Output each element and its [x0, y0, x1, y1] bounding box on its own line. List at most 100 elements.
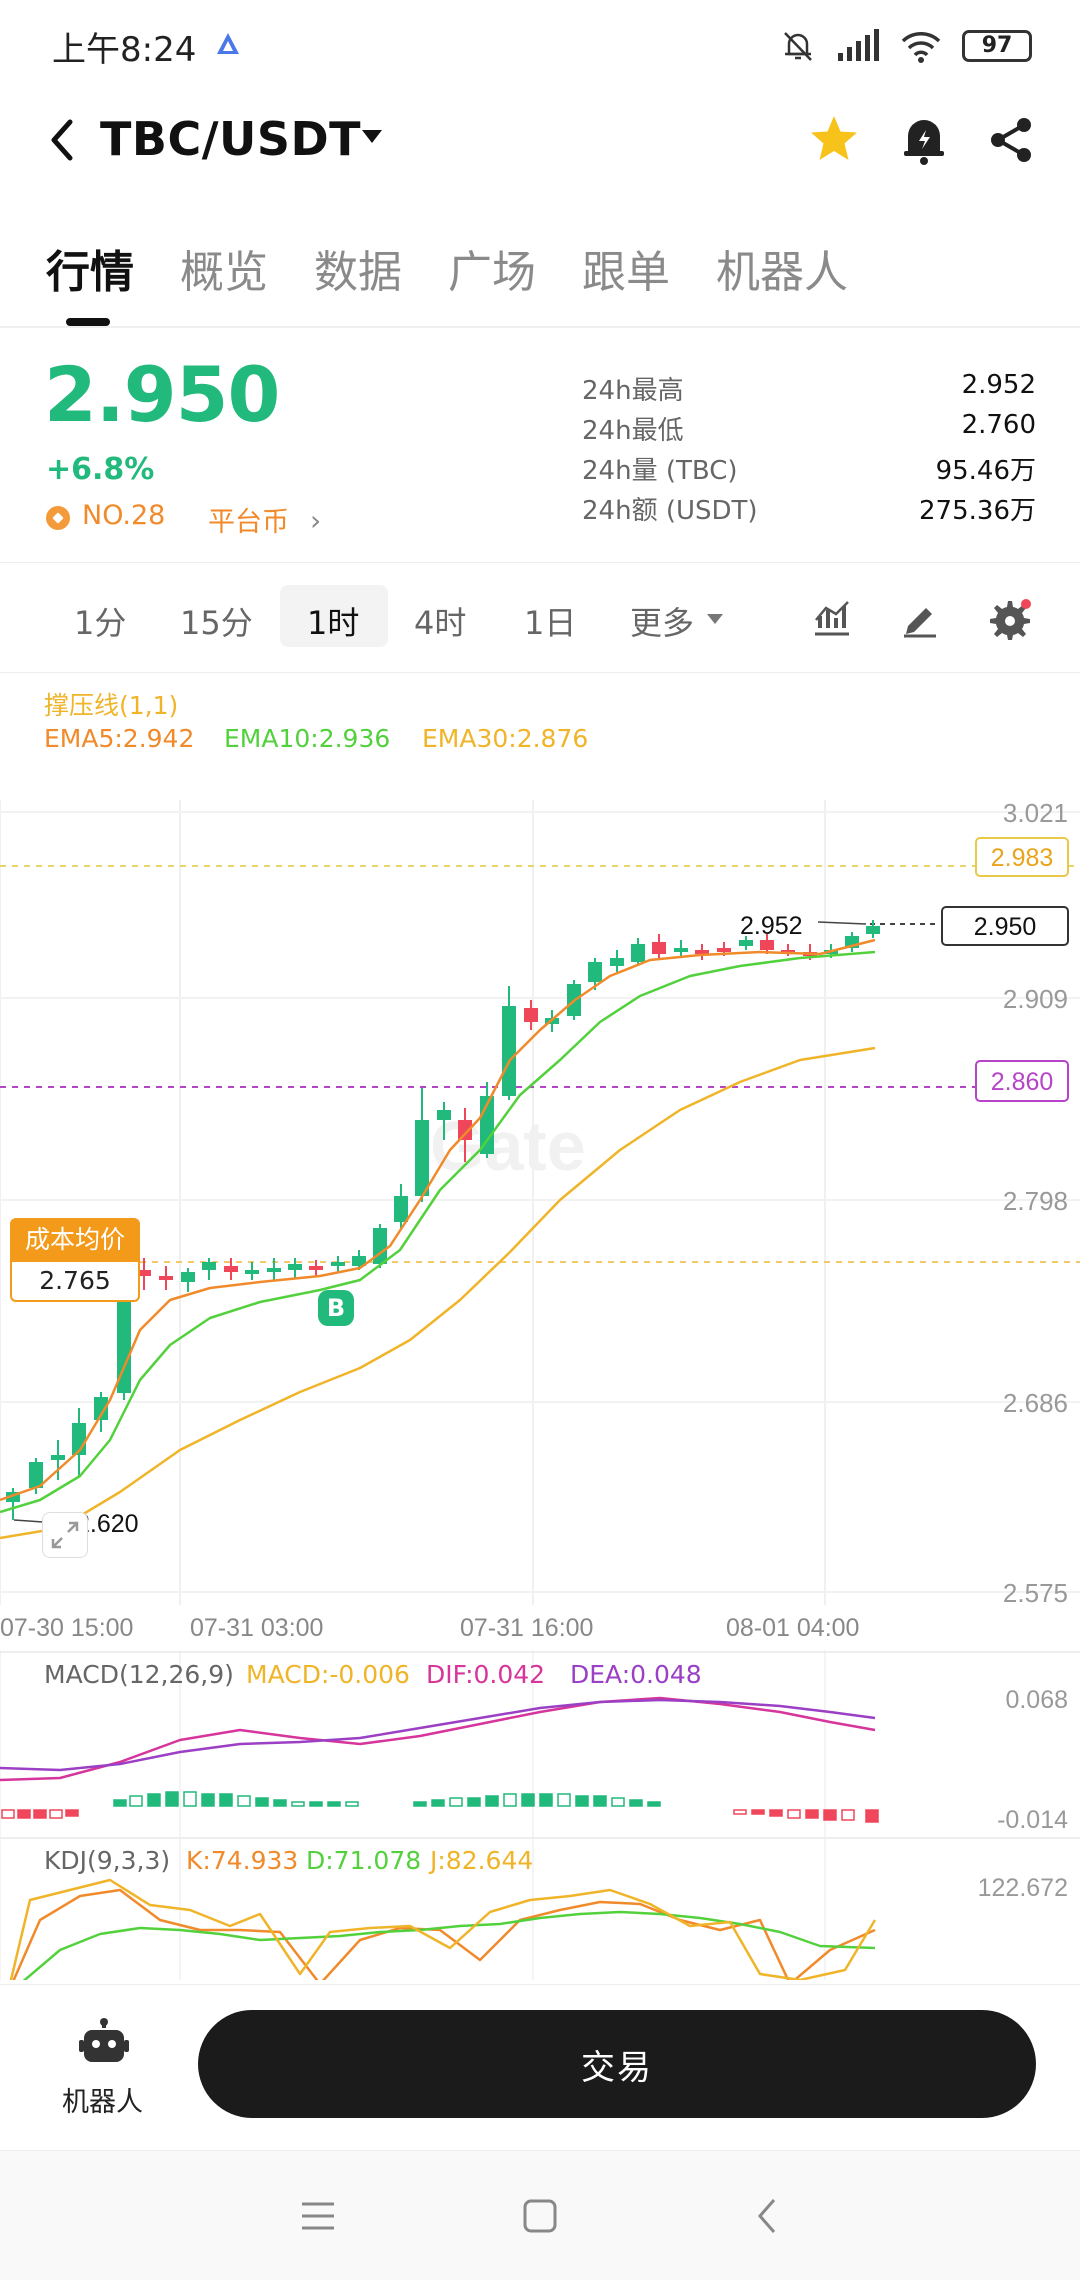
- candle-body: [6, 1492, 20, 1502]
- macd-histogram-bar: [65, 1809, 79, 1817]
- candle-body: [94, 1397, 108, 1420]
- indicator-icon[interactable]: [812, 598, 852, 638]
- macd-value: MACD:-0.006: [246, 1660, 410, 1689]
- platform-coin-link[interactable]: 平台币: [208, 507, 289, 538]
- tabs-divider: [0, 326, 1080, 328]
- ema30-value: EMA30:2.876: [422, 724, 589, 753]
- candle-body: [866, 926, 880, 934]
- draw-pen-icon[interactable]: [900, 598, 940, 638]
- tag-support-value: 2.860: [991, 1068, 1054, 1096]
- interval-1d[interactable]: 1日: [524, 604, 577, 642]
- share-icon[interactable]: [984, 112, 1040, 168]
- candle-body: [674, 948, 688, 952]
- macd-histogram-bar: [1, 1809, 15, 1819]
- tab-overview[interactable]: 概览: [180, 247, 268, 298]
- buy-marker[interactable]: B: [318, 1290, 354, 1326]
- ema5-value: EMA5:2.942: [44, 724, 195, 753]
- kdj-j-value: J:82.644: [430, 1846, 534, 1875]
- y-axis-label: 2.798: [1003, 1186, 1068, 1216]
- candle-body: [373, 1228, 387, 1264]
- interval-more[interactable]: 更多: [630, 604, 695, 642]
- tab-bot[interactable]: 机器人: [716, 247, 848, 298]
- interval-1h[interactable]: 1时: [307, 604, 360, 642]
- tab-market[interactable]: 行情: [46, 247, 134, 298]
- interval-1m[interactable]: 1分: [74, 604, 127, 642]
- tag-price-box: [941, 906, 1069, 946]
- price-change: +6.8%: [46, 452, 155, 487]
- active-tab-indicator: [66, 318, 110, 326]
- market-tabs: 行情 概览 数据 广场 跟单 机器人: [46, 236, 848, 300]
- chevron-right-icon[interactable]: ›: [310, 504, 322, 537]
- macd-histogram-bar: [539, 1793, 553, 1807]
- back-arrow-icon[interactable]: [40, 112, 84, 168]
- robot-icon[interactable]: [78, 2018, 130, 2068]
- x-axis-label: 07-30 15:00: [0, 1614, 133, 1642]
- more-dropdown-icon[interactable]: [706, 612, 724, 626]
- candle-body: [245, 1270, 259, 1274]
- candle-body: [524, 1008, 538, 1022]
- robot-label[interactable]: 机器人: [62, 2087, 143, 2118]
- candle-body: [267, 1268, 281, 1272]
- x-axis-label: 08-01 04:00: [726, 1614, 859, 1642]
- macd-histogram-bar: [467, 1797, 481, 1807]
- macd-histogram-bar: [201, 1793, 215, 1807]
- stat-volume-value: 95.46万: [935, 456, 1036, 486]
- interval-15m[interactable]: 15分: [180, 604, 253, 642]
- kdj-title: KDJ(9,3,3): [44, 1846, 171, 1875]
- home-icon[interactable]: [520, 2196, 560, 2236]
- rank-icon: [46, 506, 70, 530]
- pair-dropdown-icon[interactable]: [360, 128, 384, 146]
- macd-histogram-bar: [485, 1795, 499, 1807]
- trading-pair-title[interactable]: TBC/USDT: [100, 112, 362, 166]
- menu-icon[interactable]: [298, 2198, 338, 2234]
- candle-body: [224, 1266, 238, 1272]
- macd-histogram-bar: [255, 1797, 269, 1807]
- nav-back-icon[interactable]: [748, 2196, 788, 2236]
- system-nav-bar: [0, 2150, 1080, 2280]
- macd-histogram-bar: [431, 1799, 445, 1807]
- macd-histogram-bar: [413, 1801, 427, 1807]
- macd-histogram-bar: [611, 1797, 625, 1807]
- chart-bottom-divider: [0, 1984, 1080, 1985]
- price-chart[interactable]: Gate 3.021 2.909 2.798 2.686 2.575 2.983 2.950…: [0, 760, 1080, 1980]
- settings-gear-icon[interactable]: [988, 598, 1032, 640]
- macd-histogram-bar: [503, 1793, 517, 1807]
- stat-amount-label: 24h额 (USDT): [582, 496, 758, 526]
- tab-data[interactable]: 数据: [314, 247, 402, 298]
- kdj-axis-top: 122.672: [978, 1874, 1068, 1902]
- kdj-d-line: [22, 1910, 876, 1980]
- tab-copy-trade[interactable]: 跟单: [582, 247, 670, 298]
- candle-body: [309, 1266, 323, 1270]
- last-price: 2.950: [44, 350, 280, 439]
- tag-top-value: 2.983: [991, 844, 1054, 872]
- y-axis-label: 3.021: [1003, 798, 1068, 828]
- candle-body: [437, 1110, 451, 1120]
- expand-chart-button[interactable]: [42, 1512, 88, 1558]
- cost-average-tag: 成本均价: [10, 1218, 140, 1262]
- candle-body: [159, 1276, 173, 1280]
- candle-body: [331, 1262, 345, 1266]
- tab-square[interactable]: 广场: [448, 247, 536, 298]
- battery-icon: 97: [962, 30, 1032, 62]
- candle-body: [458, 1120, 472, 1140]
- candle-body: [652, 942, 666, 954]
- macd-histogram-bar: [521, 1793, 535, 1807]
- macd-histogram-bar: [647, 1801, 661, 1807]
- candle-body: [631, 944, 645, 962]
- trade-button[interactable]: 交易: [198, 2010, 1036, 2118]
- macd-histogram-bar: [449, 1797, 463, 1807]
- macd-histogram-bar: [751, 1809, 765, 1815]
- kdj-k-value: K:74.933: [186, 1846, 299, 1875]
- dif-line: [0, 1696, 876, 1782]
- price-alert-icon[interactable]: [896, 112, 952, 168]
- candle-body: [502, 1006, 516, 1096]
- candle-body: [352, 1256, 366, 1266]
- macd-histogram-bar: [805, 1809, 819, 1819]
- candle-body: [717, 948, 731, 952]
- favorite-star-icon[interactable]: [806, 112, 862, 168]
- macd-histogram-bar: [575, 1795, 589, 1807]
- expand-icon: [51, 1521, 79, 1549]
- candle-body: [610, 958, 624, 966]
- macd-histogram-bar: [183, 1791, 197, 1807]
- interval-4h[interactable]: 4时: [414, 604, 467, 642]
